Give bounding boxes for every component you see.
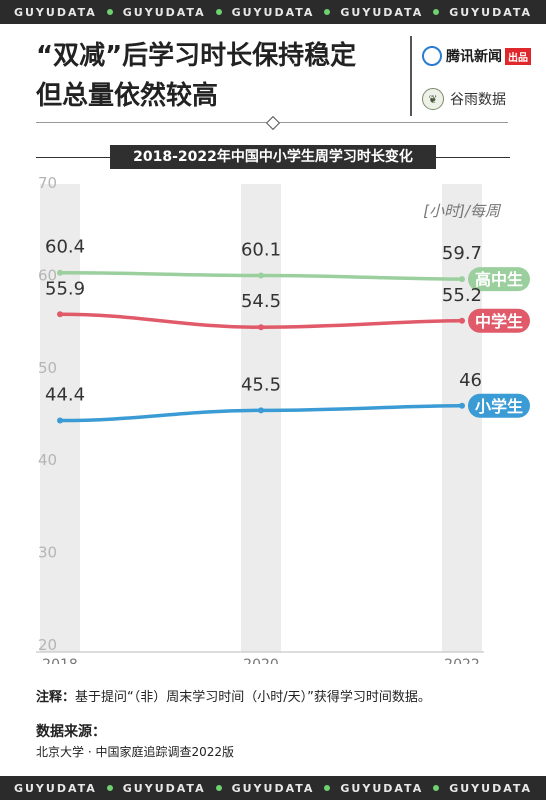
brand-band-top: GUYUDATA GUYUDATA GUYUDATA GUYUDATA GUYUDATA bbox=[0, 0, 546, 24]
series-point bbox=[57, 311, 63, 318]
x-tick-label: 2022 bbox=[444, 657, 480, 664]
band-dot bbox=[324, 9, 331, 15]
tencent-news-label: 腾讯新闻 bbox=[446, 49, 502, 65]
year-column-band bbox=[442, 184, 482, 652]
series-tag bbox=[468, 393, 530, 418]
logo-divider bbox=[410, 36, 412, 116]
series-point bbox=[57, 269, 63, 276]
band-text: GUYUDATA bbox=[122, 5, 206, 19]
band-text: GUYUDATA bbox=[340, 5, 424, 19]
series-tag bbox=[468, 267, 530, 292]
tencent-news-logo: 腾讯新闻 出品 bbox=[422, 46, 531, 66]
series-tag bbox=[468, 308, 530, 333]
headline: “双减”后学习时长保持稳定 但总量依然较高 bbox=[36, 36, 416, 116]
series-tag-label: 中学生 bbox=[475, 312, 523, 331]
series-point bbox=[258, 272, 264, 279]
series-point bbox=[459, 317, 465, 324]
band-dot bbox=[215, 785, 222, 791]
tencent-circle-icon bbox=[422, 46, 442, 66]
x-tick-label: 2020 bbox=[243, 657, 279, 664]
guyu-leaf-icon: ❦ bbox=[422, 88, 444, 110]
headline-line-2: 但总量依然较高 bbox=[36, 81, 219, 111]
band-dot bbox=[106, 9, 113, 15]
series-point bbox=[459, 402, 465, 409]
source-text: 北京大学 · 中国家庭追踪调查2022版 bbox=[36, 745, 234, 759]
y-tick-label: 50 bbox=[38, 359, 57, 377]
line-chart: 20 30 40 50 60 70 2018 2020 2022 [小时]/每周 60.4 60.1 5… bbox=[36, 174, 530, 664]
band-text: GUYUDATA bbox=[449, 781, 533, 795]
chart-title: 2018-2022年中国中小学生周学习时长变化 bbox=[110, 145, 436, 169]
band-text: GUYUDATA bbox=[231, 5, 315, 19]
y-tick-label: 70 bbox=[38, 174, 57, 192]
data-label: 46 bbox=[459, 370, 482, 391]
footnote: 注释：基于提问“（非）周末学习时间（小时/天）”获得学习时间数据。 bbox=[36, 686, 431, 705]
band-dot bbox=[433, 785, 440, 791]
band-dot bbox=[433, 9, 440, 15]
infographic-card: “双减”后学习时长保持稳定 但总量依然较高 腾讯新闻 出品 ❦ 谷雨数据 201… bbox=[0, 24, 546, 776]
series-tag-label: 小学生 bbox=[475, 397, 523, 416]
series-point bbox=[459, 276, 465, 283]
band-dot bbox=[324, 785, 331, 791]
x-tick-label: 2018 bbox=[42, 657, 78, 664]
data-label: 55.2 bbox=[442, 285, 482, 306]
band-dot bbox=[106, 785, 113, 791]
data-label: 59.7 bbox=[442, 243, 482, 264]
brand-band-bottom: GUYUDATA GUYUDATA GUYUDATA GUYUDATA GUYUDATA bbox=[0, 776, 546, 800]
data-label: 60.4 bbox=[45, 237, 85, 258]
band-text: GUYUDATA bbox=[122, 781, 206, 795]
series-point bbox=[258, 407, 264, 414]
logo-block: 腾讯新闻 出品 ❦ 谷雨数据 bbox=[410, 30, 540, 130]
unit-label: [小时]/每周 bbox=[423, 202, 502, 220]
band-text: GUYUDATA bbox=[13, 781, 97, 795]
data-label: 60.1 bbox=[241, 239, 281, 260]
series-point bbox=[258, 324, 264, 331]
tencent-news-tag: 出品 bbox=[505, 47, 531, 65]
band-text: GUYUDATA bbox=[340, 781, 424, 795]
y-tick-label: 60 bbox=[38, 266, 57, 284]
y-tick-label: 40 bbox=[38, 451, 57, 469]
band-dot bbox=[215, 9, 222, 15]
data-label: 54.5 bbox=[241, 291, 281, 312]
series-point bbox=[57, 417, 63, 424]
data-label: 55.9 bbox=[45, 278, 85, 299]
series-tag-label: 高中生 bbox=[475, 270, 523, 289]
year-column-band bbox=[241, 184, 281, 652]
y-tick-label: 30 bbox=[38, 544, 57, 562]
band-text: GUYUDATA bbox=[231, 781, 315, 795]
guyu-data-logo: ❦ 谷雨数据 bbox=[422, 88, 506, 110]
data-label: 45.5 bbox=[241, 374, 281, 395]
band-text: GUYUDATA bbox=[449, 5, 533, 19]
guyu-data-label: 谷雨数据 bbox=[450, 92, 506, 108]
footnote-label: 注释： bbox=[36, 690, 76, 705]
footnote-text: 基于提问“（非）周末学习时间（小时/天）”获得学习时间数据。 bbox=[75, 690, 431, 705]
headline-line-1: “双减”后学习时长保持稳定 bbox=[36, 41, 357, 71]
data-label: 44.4 bbox=[45, 385, 85, 406]
band-text: GUYUDATA bbox=[13, 5, 97, 19]
source-label: 数据来源： bbox=[36, 724, 106, 740]
y-tick-label: 20 bbox=[38, 636, 57, 654]
